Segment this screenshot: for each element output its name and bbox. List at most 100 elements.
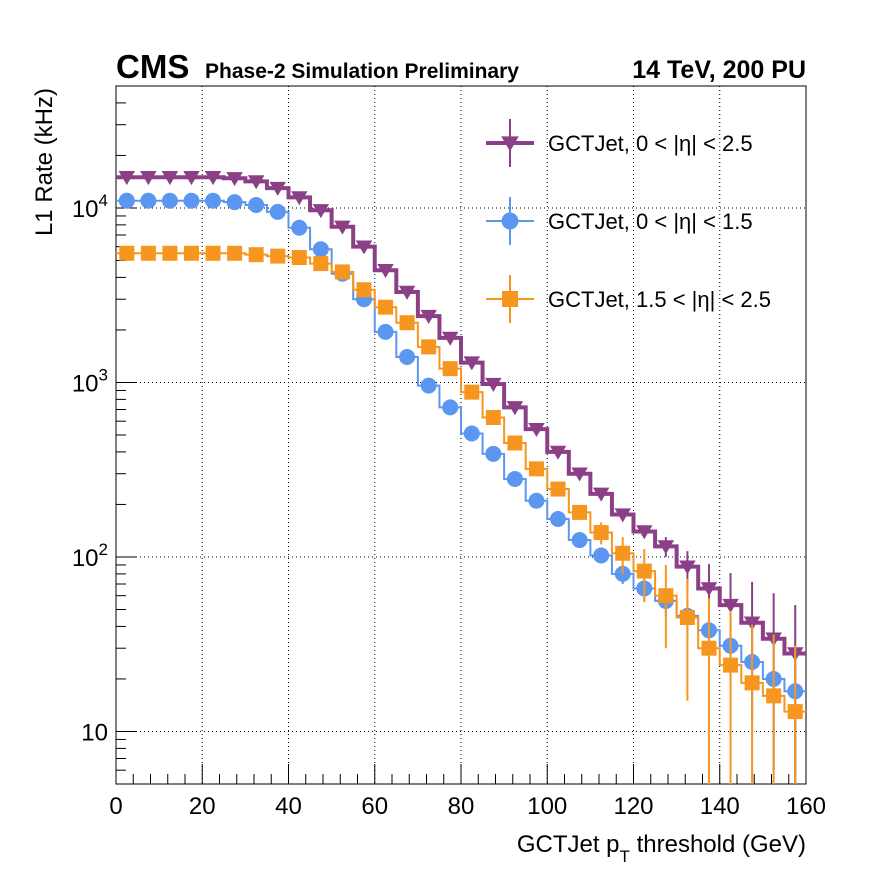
- data-point: [226, 172, 243, 187]
- data-point: [421, 339, 437, 355]
- data-point: [270, 248, 286, 264]
- data-point: [183, 192, 200, 209]
- data-point: [636, 563, 652, 579]
- data-point: [571, 532, 588, 549]
- data-point: [528, 422, 545, 438]
- data-point: [420, 309, 437, 324]
- data-point: [464, 384, 480, 400]
- data-point: [636, 525, 653, 540]
- data-point: [506, 401, 524, 416]
- x-tick-label: 80: [448, 793, 475, 820]
- data-point: [140, 171, 157, 186]
- data-point: [723, 657, 739, 673]
- data-point: [614, 508, 631, 523]
- series-0: [116, 171, 806, 784]
- data-point: [162, 245, 178, 261]
- data-point: [485, 445, 502, 462]
- data-point: [507, 435, 523, 451]
- data-point: [722, 598, 739, 613]
- data-point: [227, 245, 243, 261]
- data-point: [119, 245, 135, 261]
- data-point: [592, 487, 610, 502]
- legend-label: GCTJet, 0 < |η| < 2.5: [548, 131, 753, 156]
- x-tick-label: 0: [109, 793, 122, 820]
- y-axis-title: L1 Rate (kHz): [31, 88, 58, 236]
- data-point: [248, 196, 265, 213]
- legend: GCTJet, 0 < |η| < 2.5 GCTJet, 0 < |η| < 1…: [486, 119, 771, 323]
- data-point: [356, 282, 372, 298]
- data-point: [140, 245, 156, 261]
- data-point: [679, 560, 696, 575]
- data-point: [398, 285, 416, 300]
- data-point: [501, 136, 519, 152]
- legend-entry-0: GCTJet, 0 < |η| < 2.5: [486, 119, 753, 167]
- data-point: [291, 219, 308, 236]
- series-1: [116, 192, 806, 784]
- data-point: [657, 540, 675, 555]
- data-point: [571, 467, 588, 482]
- data-point: [183, 245, 199, 261]
- data-point: [204, 171, 222, 186]
- data-point: [593, 525, 609, 541]
- x-tick-label: 20: [189, 793, 216, 820]
- data-point: [593, 547, 610, 564]
- x-axis-title: GCTJet pT threshold (GeV): [517, 831, 806, 866]
- data-point: [485, 409, 501, 425]
- data-point: [463, 425, 480, 442]
- data-point: [550, 511, 567, 528]
- y-tick-label: 104: [72, 191, 108, 223]
- data-point: [355, 240, 373, 255]
- data-point: [463, 356, 481, 371]
- x-tick-label: 140: [700, 793, 740, 820]
- data-point: [334, 220, 351, 235]
- data-point: [312, 241, 329, 258]
- x-tick-label: 120: [613, 793, 653, 820]
- x-tick-label: 60: [361, 793, 388, 820]
- data-point: [269, 181, 286, 196]
- data-point: [291, 191, 308, 206]
- data-point: [161, 171, 179, 186]
- grid-layer: [116, 86, 806, 784]
- x-tick-label: 100: [527, 793, 567, 820]
- data-point: [528, 461, 544, 477]
- data-point: [501, 212, 519, 230]
- x-tick-label: 40: [275, 793, 302, 820]
- data-point: [334, 264, 350, 280]
- data-point: [205, 245, 221, 261]
- legend-label: GCTJet, 0 < |η| < 1.5: [548, 209, 753, 234]
- conditions-label: 14 TeV, 200 PU: [632, 56, 806, 84]
- data-point: [118, 171, 136, 186]
- data-point: [441, 331, 459, 346]
- data-point: [248, 247, 264, 263]
- series-line: [116, 175, 806, 656]
- data-point: [549, 445, 567, 460]
- data-point: [247, 175, 265, 190]
- data-point: [744, 675, 760, 691]
- data-point: [291, 250, 307, 266]
- data-point: [161, 192, 178, 209]
- data-point: [528, 492, 545, 509]
- data-point: [205, 192, 222, 209]
- tick-layer: 0 20 40 60 80 100 120 140 160 104 103 102 10: [72, 85, 826, 820]
- data-point: [743, 616, 761, 631]
- data-point: [399, 348, 416, 365]
- data-point: [615, 545, 631, 561]
- data-point: [658, 588, 674, 604]
- data-point: [378, 299, 394, 315]
- series-2: [116, 245, 806, 784]
- data-point: [442, 399, 459, 416]
- data-point: [766, 688, 782, 704]
- y-tick-label: 10: [81, 719, 108, 746]
- data-point: [506, 470, 523, 487]
- data-point: [312, 204, 330, 219]
- cms-label: CMS: [116, 48, 189, 85]
- data-point: [313, 256, 329, 272]
- data-point: [550, 481, 566, 497]
- data-point: [485, 377, 502, 392]
- cms-subtitle: Phase-2 Simulation Preliminary: [205, 60, 519, 83]
- legend-entry-2: GCTJet, 1.5 < |η| < 2.5: [486, 275, 771, 323]
- data-point: [226, 194, 243, 211]
- y-tick-label: 102: [72, 540, 108, 572]
- series-layer: [116, 171, 806, 784]
- data-point: [399, 315, 415, 331]
